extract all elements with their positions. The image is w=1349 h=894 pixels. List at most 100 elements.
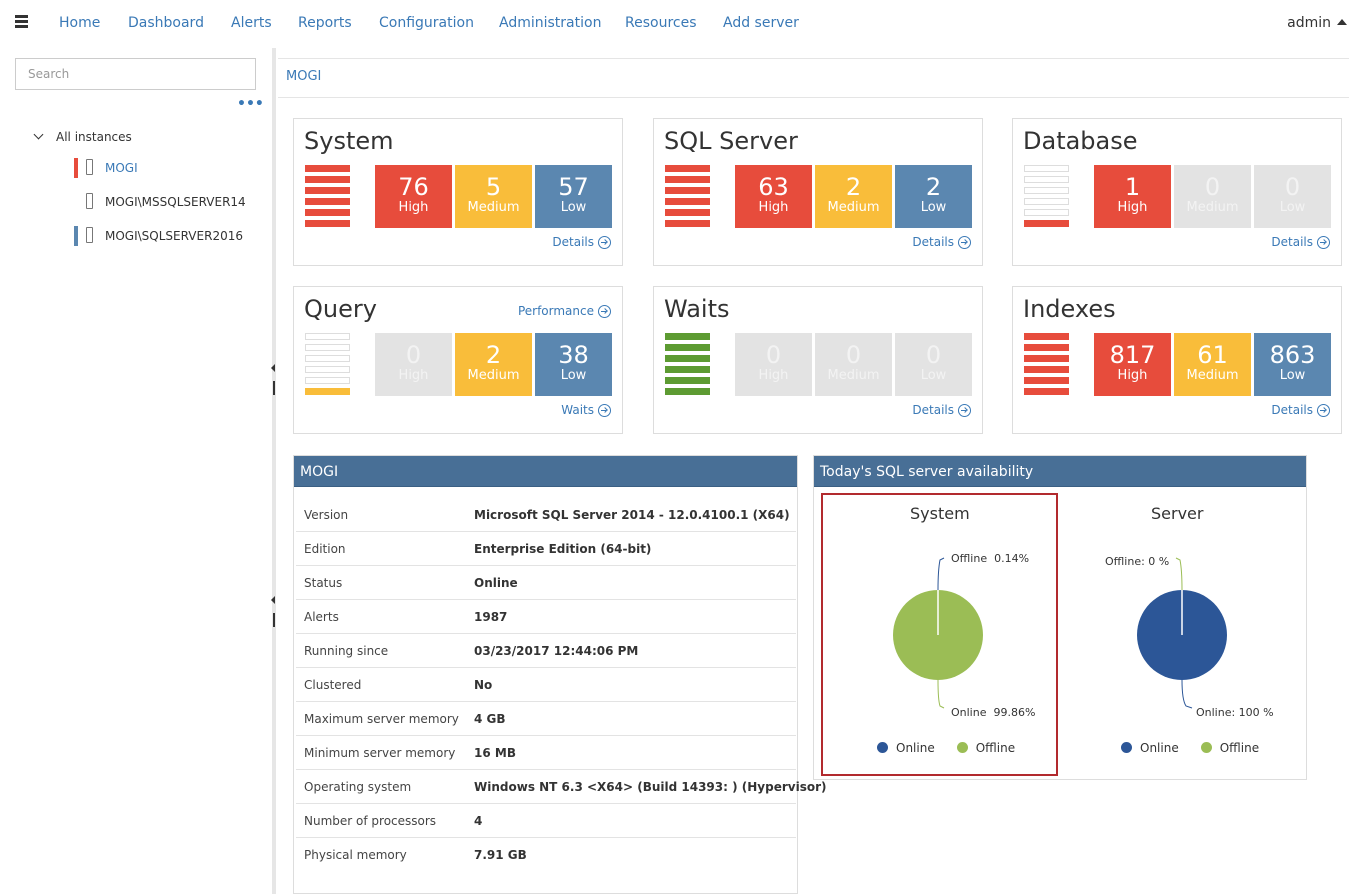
details-link[interactable]: Details — [1271, 403, 1330, 417]
gauge-bar — [305, 366, 350, 373]
tile-caption: Low — [1279, 368, 1306, 383]
info-value: Online — [474, 576, 518, 590]
info-key: Maximum server memory — [304, 712, 459, 726]
info-value: Enterprise Edition (64-bit) — [474, 542, 652, 556]
tile-caption: Medium — [827, 368, 880, 383]
tile-caption: Medium — [467, 200, 520, 215]
tile-high[interactable]: 0 High — [735, 333, 812, 396]
nav-reports[interactable]: Reports — [298, 15, 352, 31]
chevron-down-icon[interactable] — [33, 129, 44, 140]
gauge-bar — [1024, 176, 1069, 183]
tile-low[interactable]: 2 Low — [895, 165, 972, 228]
info-row: Alerts 1987 — [296, 600, 796, 634]
legend-item-offline[interactable]: Offline — [956, 741, 1015, 755]
legend-dot-icon — [1121, 742, 1132, 753]
info-key: Clustered — [304, 678, 362, 692]
tile-caption: High — [398, 200, 429, 215]
tile-high[interactable]: 63 High — [735, 165, 812, 228]
tile-low[interactable]: 863 Low — [1254, 333, 1331, 396]
tile-medium[interactable]: 2 Medium — [815, 165, 892, 228]
tile-count: 817 — [1109, 341, 1156, 369]
breadcrumb[interactable]: MOGI — [286, 69, 322, 84]
tile-low[interactable]: 57 Low — [535, 165, 612, 228]
nav-configuration[interactable]: Configuration — [379, 15, 474, 31]
tile-high[interactable]: 817 High — [1094, 333, 1171, 396]
nav-dashboard[interactable]: Dashboard — [128, 15, 204, 31]
tile-count: 0 — [405, 341, 422, 369]
tile-caption: Low — [920, 368, 947, 383]
tile-medium[interactable]: 5 Medium — [455, 165, 532, 228]
breadcrumb-bar: MOGI — [278, 58, 1349, 98]
arrow-circle-right-icon — [598, 236, 611, 249]
nav-administration[interactable]: Administration — [499, 15, 602, 31]
severity-indicator — [74, 158, 78, 178]
server-icon — [86, 159, 93, 175]
info-row: Physical memory 7.91 GB — [296, 838, 796, 872]
gauge-bar — [1024, 377, 1069, 384]
tile-high[interactable]: 76 High — [375, 165, 452, 228]
tile-medium[interactable]: 2 Medium — [455, 333, 532, 396]
menu-icon[interactable] — [15, 15, 28, 28]
search-input[interactable] — [15, 58, 256, 90]
details-link[interactable]: Details — [552, 235, 611, 249]
gauge-bar — [305, 388, 350, 395]
info-key: Edition — [304, 542, 346, 556]
gauge-bar — [305, 377, 350, 384]
tile-count: 0 — [925, 341, 942, 369]
tile-count: 0 — [845, 341, 862, 369]
performance-link[interactable]: Performance — [518, 304, 611, 318]
details-link[interactable]: Details — [1271, 235, 1330, 249]
info-key: Version — [304, 508, 349, 522]
info-row: Operating system Windows NT 6.3 <X64> (Bu… — [296, 770, 827, 804]
nav-alerts[interactable]: Alerts — [231, 15, 272, 31]
info-value: 03/23/2017 12:44:06 PM — [474, 644, 639, 658]
tile-low[interactable]: 0 Low — [895, 333, 972, 396]
gauge-bar — [305, 187, 350, 194]
gauge-bar — [1024, 366, 1069, 373]
details-link[interactable]: Details — [912, 403, 971, 417]
legend-item-online[interactable]: Online — [1121, 741, 1179, 755]
tile-low[interactable]: 0 Low — [1254, 165, 1331, 228]
link-label: Details — [552, 235, 594, 249]
tile-high[interactable]: 1 High — [1094, 165, 1171, 228]
card-waits: Waits 0 High 0 Medium 0 Low Details — [653, 286, 983, 434]
sidebar-splitter[interactable] — [272, 48, 276, 894]
selected-chart-highlight — [821, 493, 1058, 776]
tile-medium[interactable]: 0 Medium — [815, 333, 892, 396]
availability-pie-chart: Offline 0.14% Online 99.86% — [893, 552, 1035, 719]
gauge-bar — [305, 165, 350, 172]
tile-medium[interactable]: 0 Medium — [1174, 165, 1251, 228]
gauge-bar — [1024, 198, 1069, 205]
gauge-bar — [305, 355, 350, 362]
tile-high[interactable]: 0 High — [375, 333, 452, 396]
link-label: Performance — [517, 304, 594, 318]
user-menu[interactable]: admin — [1287, 15, 1347, 31]
collapse-arrow-icon[interactable] — [271, 364, 275, 372]
card-database: Database 1 High 0 Medium 0 Low Details — [1012, 118, 1342, 266]
arrow-circle-right-icon — [1317, 236, 1330, 249]
nav-resources[interactable]: Resources — [625, 15, 697, 31]
details-link[interactable]: Details — [912, 235, 971, 249]
offline-data-label: Offline 0.14% — [951, 552, 1029, 565]
legend-item-offline[interactable]: Offline — [1200, 741, 1259, 755]
tree-root-all-instances[interactable]: All instances — [32, 129, 132, 144]
tile-count: 76 — [398, 173, 429, 201]
splitter-handle[interactable] — [273, 613, 275, 627]
collapse-arrow-icon[interactable] — [271, 596, 275, 604]
gauge-bar — [1024, 187, 1069, 194]
tile-low[interactable]: 38 Low — [535, 333, 612, 396]
severity-gauge — [665, 165, 710, 231]
caret-up-icon — [1337, 19, 1347, 25]
waits-link[interactable]: Waits — [561, 403, 611, 417]
tree-root-label: All instances — [56, 130, 132, 144]
link-label: Details — [912, 403, 954, 417]
nav-add-server[interactable]: Add server — [723, 15, 799, 31]
tile-caption: High — [758, 200, 789, 215]
nav-home[interactable]: Home — [59, 15, 101, 31]
tile-medium[interactable]: 61 Medium — [1174, 333, 1251, 396]
splitter-handle[interactable] — [273, 381, 275, 395]
gauge-bar — [1024, 220, 1069, 227]
legend-item-online[interactable]: Online — [877, 741, 935, 755]
info-row: Clustered No — [296, 668, 796, 702]
more-options-icon[interactable]: ••• — [237, 96, 264, 112]
